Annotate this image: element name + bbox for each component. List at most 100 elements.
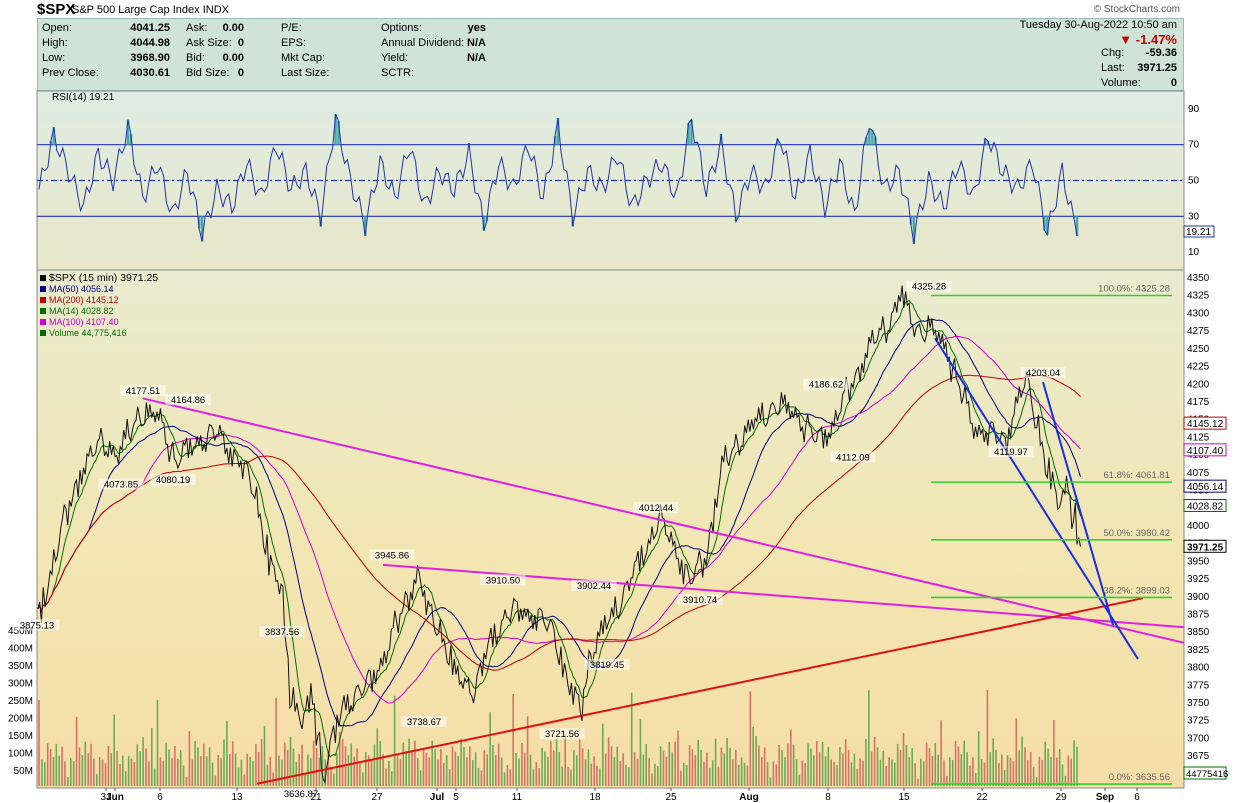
price-badge-box [1183,443,1227,457]
x-tick-label: 15 [898,792,910,803]
x-tick-label: 13 [231,792,243,803]
price-tick-label: 3850 [1187,627,1210,638]
price-badge-box [1183,479,1227,493]
pe-label: P/E: [281,22,302,34]
price-badge-box [1183,539,1227,553]
price-annotation: 3721.56 [545,729,579,740]
price-tick-label: 3925 [1187,574,1210,585]
price-annotation-bg [480,574,526,586]
price-annotation: 3902.44 [577,581,611,592]
price-tick-label: 3775 [1187,680,1210,691]
volume-badge: 44775416 [1183,766,1228,780]
price-tick-label: 4250 [1187,344,1210,355]
last-value: 3971.25 [1137,62,1177,74]
price-annotation-bg [539,728,585,740]
price-annotation-bg [369,549,415,561]
prev-close-value: 4030.61 [130,67,170,79]
rsi-tick-label: 10 [1188,247,1200,258]
annual-dividend-label: Annual Dividend: [381,37,465,49]
price-annotation: 4080.19 [156,475,190,486]
price-annotation-bg [278,788,324,800]
price-tick-label: 4075 [1187,468,1210,479]
price-badge: 4056.14 [1183,479,1227,493]
chart-header: $SPX S&P 500 Large Cap Index INDX © Stoc… [0,0,1254,18]
legend-swatch [40,319,46,325]
price-badge: 4028.82 [1183,499,1227,513]
legend-swatch [40,286,46,292]
price-badge: 4145.12 [1183,416,1227,430]
ask-size-label: Ask Size: [186,37,232,49]
rsi-last-badge: 19.21 [1186,227,1211,238]
volume-label: Volume: [1101,77,1141,89]
price-annotation-bg [988,445,1034,457]
volume-tick-label: 50M [14,766,33,777]
index-title: S&P 500 Large Cap Index [72,4,200,16]
low-label: Low: [42,52,66,64]
options-value: yes [467,22,486,34]
bid-size-value: 0 [237,67,244,79]
price-badge-label: 4145.12 [1187,419,1224,430]
price-annotation: 4012.44 [639,503,673,514]
price-annotation-bg [803,378,849,390]
price-tick-label: 4350 [1187,273,1210,284]
x-tick-label: 8 [825,792,831,803]
rsi-tick-label: 70 [1188,140,1200,151]
legend-swatch [40,330,46,336]
price-annotation-bg [150,474,196,486]
volume-tick-label: 400M [8,644,33,655]
exchange-label: INDX [202,4,229,16]
x-tick-label: 6 [1134,792,1140,803]
ask-size-value: 0 [237,37,244,49]
price-annotation: 3837.56 [265,627,299,638]
prev-close-label: Prev Close: [42,67,99,79]
price-badge: 3971.25 [1183,539,1227,553]
change-percent-value: -1.47% [1135,32,1177,47]
price-annotation: 3945.86 [375,550,409,561]
rsi-last-badge-box [1183,225,1215,238]
price-annotation: 4164.86 [171,395,205,406]
price-annotation-bg [584,658,630,670]
ticker-symbol: $SPX [37,1,76,18]
x-tick-label: Sep [1096,792,1114,803]
price-tick-label: 4000 [1187,521,1210,532]
price-tick-label: 3675 [1187,751,1210,762]
price-line [37,285,1081,785]
x-tick-label: 27 [371,792,383,803]
magenta-trendline-upper [142,397,1185,644]
mkt-cap-label: Mkt Cap: [281,52,326,64]
legend-swatch [40,275,46,281]
price-annotation: 3738.67 [407,717,441,728]
rsi-tick-label: 30 [1188,211,1200,222]
index-name: S&P 500 Large Cap Index INDX [72,4,229,16]
fibonacci-level-label: 100.0%: 4325.28 [1098,284,1170,295]
price-annotation: 3875.13 [20,620,54,631]
fibonacci-level-label: 38.2%: 3899.03 [1103,585,1170,596]
bid-size-label: Bid Size: [186,67,230,79]
price-annotation-bg [259,625,305,637]
legend-entry: MA(200) 4145.12 [49,295,119,305]
chg-value: -59.36 [1145,47,1177,59]
ma200-line [37,374,1081,671]
x-tick-label: 5 [453,792,459,803]
last-size-label: Last Size: [281,67,330,79]
quote-datetime: Tuesday 30-Aug-2022 10:50 am [1019,19,1177,31]
price-annotation-bg [120,385,166,397]
price-annotation-bg [401,716,447,728]
legend-entry: MA(50) 4056.14 [49,284,114,294]
price-tick-label: 4225 [1187,362,1210,373]
blue-trendline-inner [1042,381,1114,626]
volume-tick-label: 200M [8,714,33,725]
sctr-label: SCTR: [381,67,414,79]
volume-tick-label: 100M [8,749,33,760]
price-tick-label: 3725 [1187,716,1210,727]
price-annotation-bg [677,594,723,606]
price-annotation-bg [830,451,876,463]
price-tick-label: 4275 [1187,326,1210,337]
down-arrow-icon: ▼ [1119,32,1133,47]
x-tick-label: 6 [157,792,163,803]
fibonacci-level-label: 0.0%: 3635.56 [1109,772,1170,783]
price-tick-label: 4125 [1187,432,1210,443]
price-badge-box [1183,416,1227,430]
x-tick-label: 21 [310,792,322,803]
chg-label: Chg: [1101,47,1125,59]
